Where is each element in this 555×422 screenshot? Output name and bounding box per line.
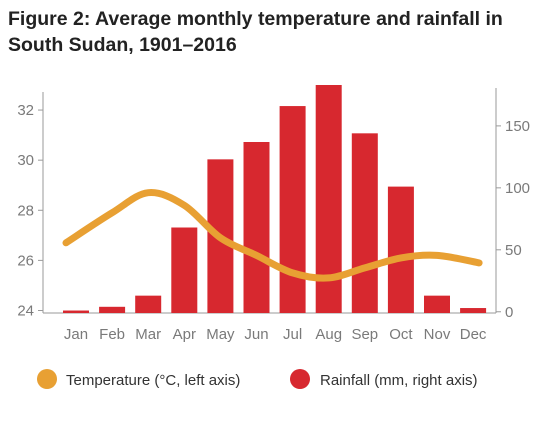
chart-title-line-2: South Sudan, 1901–2016 bbox=[8, 34, 237, 56]
rainfall-bar bbox=[171, 227, 198, 313]
right-axis-tick-label: 0 bbox=[505, 304, 513, 321]
chart-title: Figure 2: Average monthly temperature an… bbox=[8, 6, 553, 58]
rainfall-bar bbox=[460, 308, 487, 313]
x-axis-tick-label: Apr bbox=[173, 326, 196, 343]
left-axis-tick-label: 30 bbox=[17, 152, 34, 169]
x-axis-tick-label: Aug bbox=[315, 326, 342, 343]
x-axis-tick-label: Feb bbox=[99, 326, 125, 343]
legend-rainfall-label: Rainfall (mm, right axis) bbox=[320, 372, 478, 389]
rainfall-bar bbox=[63, 310, 89, 313]
rainfall-bar bbox=[351, 133, 378, 313]
left-axis-tick-label: 26 bbox=[17, 252, 34, 269]
x-axis-labels: Jan Feb Mar Apr May Jun Jul Aug Sep Oct Nov Dec bbox=[64, 326, 487, 343]
x-axis-tick-label: Jan bbox=[64, 326, 88, 343]
right-axis-tick-label: 150 bbox=[505, 118, 530, 135]
left-axis-tick-label: 28 bbox=[17, 202, 34, 219]
x-axis-tick-label: Dec bbox=[460, 326, 487, 343]
rainfall-bar bbox=[243, 142, 270, 313]
chart-title-line-1: Figure 2: Average monthly temperature an… bbox=[8, 8, 503, 30]
rainfall-bar bbox=[387, 186, 414, 313]
temperature-line bbox=[62, 189, 483, 282]
x-axis-tick-label: Oct bbox=[389, 326, 413, 343]
axes: 24 26 28 30 32 0 50 100 150 bbox=[17, 88, 530, 321]
legend: Temperature (°C, left axis) Rainfall (mm… bbox=[37, 369, 478, 389]
legend-temperature-label: Temperature (°C, left axis) bbox=[66, 372, 240, 389]
rainfall-bar bbox=[135, 295, 162, 313]
right-axis-tick-label: 50 bbox=[505, 242, 522, 259]
temperature-series-line bbox=[62, 189, 483, 282]
x-axis-tick-label: Mar bbox=[135, 326, 161, 343]
legend-rainfall-marker bbox=[290, 369, 310, 389]
left-axis-tick-label: 32 bbox=[17, 102, 34, 119]
x-axis-tick-label: May bbox=[206, 326, 235, 343]
x-axis-tick-label: Jun bbox=[244, 326, 268, 343]
rainfall-bar bbox=[279, 106, 306, 313]
x-axis-tick-label: Nov bbox=[424, 326, 451, 343]
left-axis-tick-label: 24 bbox=[17, 302, 34, 319]
rainfall-bar bbox=[424, 295, 450, 313]
x-axis-tick-label: Jul bbox=[283, 326, 302, 343]
legend-temperature-marker bbox=[37, 369, 57, 389]
rainfall-bar bbox=[99, 306, 126, 313]
x-axis-tick-label: Sep bbox=[351, 326, 378, 343]
right-axis-tick-label: 100 bbox=[505, 180, 530, 197]
